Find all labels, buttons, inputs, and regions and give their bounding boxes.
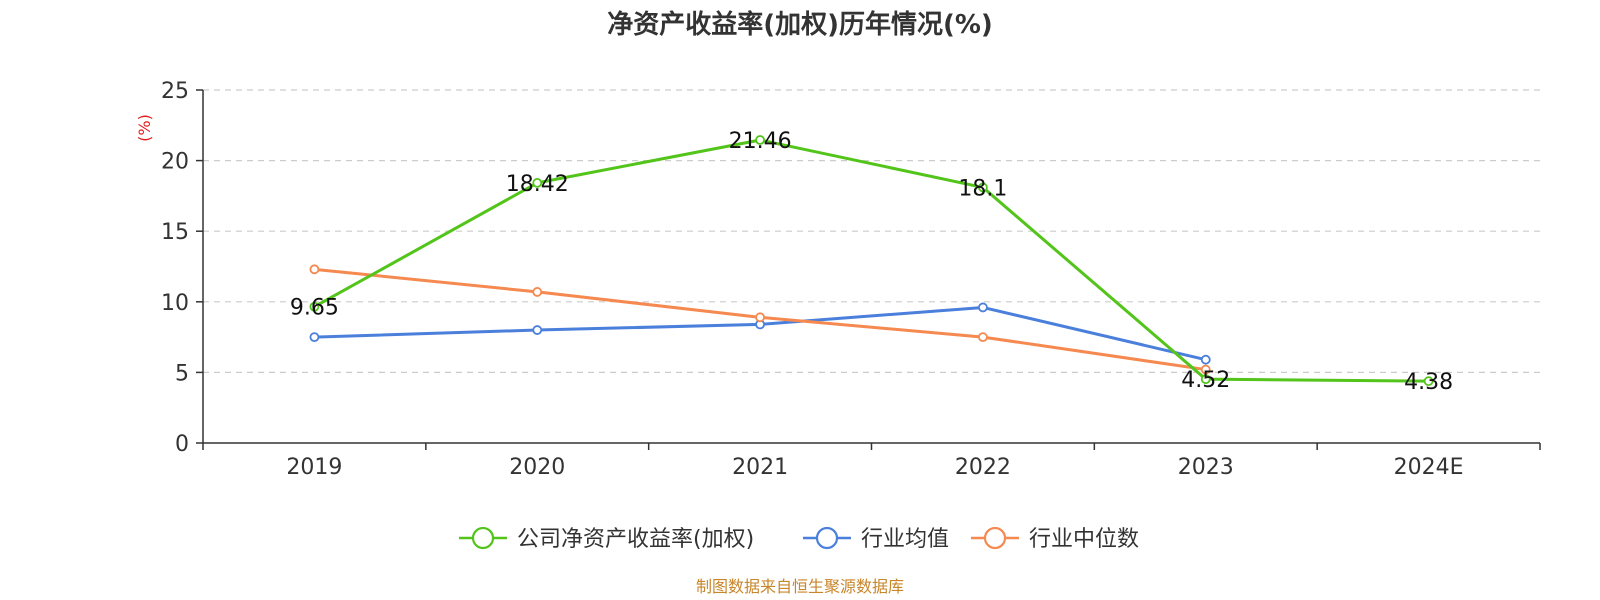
- series-group: [309, 135, 1434, 387]
- chart-title: 净资产收益率(加权)历年情况(%): [607, 9, 993, 40]
- data-point[interactable]: [532, 325, 543, 335]
- data-point[interactable]: [1200, 374, 1211, 385]
- data-label: 18.1: [958, 176, 1007, 201]
- data-point[interactable]: [978, 302, 988, 313]
- data-point[interactable]: [755, 312, 765, 323]
- legend-swatch-marker: [471, 526, 495, 550]
- data-point[interactable]: [978, 332, 988, 343]
- y-tick-label: 10: [161, 291, 189, 316]
- data-label: 9.65: [290, 296, 339, 321]
- data-point[interactable]: [755, 135, 765, 145]
- y-tick-label: 15: [161, 220, 189, 245]
- legend-label: 公司净资产收益率(加权): [517, 527, 754, 552]
- x-tick-label: 2024E: [1394, 455, 1464, 480]
- y-tick-label: 0: [175, 432, 189, 457]
- data-point[interactable]: [309, 301, 320, 312]
- y-tick-labels: 0 5 10 15 20 25: [161, 79, 189, 457]
- data-label: 21.46: [729, 129, 792, 154]
- data-point[interactable]: [978, 182, 988, 193]
- legend-item-1[interactable]: 行业均值: [803, 526, 949, 552]
- legend-swatch-marker: [815, 526, 839, 550]
- data-labels: 9.65 18.42 21.46 18.1 4.52 4.38: [290, 129, 1453, 395]
- x-tick-labels: 2019 2020 2021 2022 2023 2024E: [286, 455, 1463, 480]
- y-tick-label: 25: [161, 79, 189, 104]
- legend-item-0[interactable]: 公司净资产收益率(加权): [459, 526, 754, 552]
- legend[interactable]: 公司净资产收益率(加权) 行业均值 行业中位数: [459, 526, 1139, 552]
- data-point[interactable]: [532, 287, 543, 297]
- gridlines: [203, 89, 1540, 373]
- x-tick-label: 2020: [509, 455, 565, 480]
- data-point[interactable]: [309, 332, 320, 343]
- x-tick-label: 2021: [732, 455, 788, 480]
- legend-label: 行业中位数: [1029, 527, 1139, 552]
- y-tick-label: 20: [161, 150, 189, 175]
- x-tick-label: 2023: [1178, 455, 1234, 480]
- data-label: 4.38: [1404, 370, 1453, 395]
- series-line-0: [313, 138, 1429, 383]
- data-label: 18.42: [506, 172, 569, 197]
- x-tick-label: 2019: [286, 455, 342, 480]
- axes: [196, 89, 1541, 450]
- source-note: 制图数据来自恒生聚源数据库: [696, 577, 904, 596]
- x-tick-label: 2022: [955, 455, 1011, 480]
- data-point[interactable]: [309, 264, 320, 275]
- y-tick-label: 5: [175, 361, 189, 386]
- data-point[interactable]: [1200, 354, 1211, 365]
- data-point[interactable]: [1200, 364, 1211, 375]
- data-label: 4.52: [1181, 368, 1230, 393]
- legend-label: 行业均值: [861, 527, 949, 552]
- legend-swatch-marker: [983, 526, 1007, 550]
- data-point[interactable]: [1423, 376, 1434, 387]
- y-axis-label: (%): [135, 114, 154, 142]
- legend-item-2[interactable]: 行业中位数: [971, 526, 1139, 552]
- data-point[interactable]: [532, 178, 543, 188]
